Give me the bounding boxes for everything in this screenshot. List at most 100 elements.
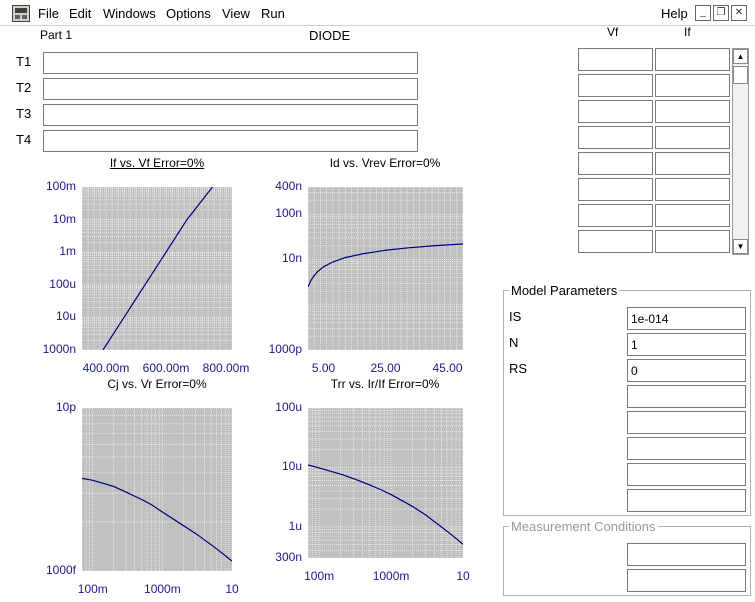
y-tick-label: 100m (45, 179, 76, 193)
param-value-input[interactable] (627, 411, 746, 434)
x-tick-label: 5.00 (311, 361, 336, 375)
t2-label: T2 (16, 80, 32, 95)
if-vs-vf-chart-title: If vs. Vf Error=0% (109, 156, 205, 170)
t3-input[interactable] (43, 104, 418, 126)
if-cell[interactable] (655, 126, 730, 149)
plot-background (82, 408, 232, 571)
x-tick-label: 1000m (144, 582, 181, 596)
if-column-header: If (684, 25, 691, 39)
app-icon[interactable] (12, 5, 30, 22)
menu-bar: File Edit Windows Options View Run Help … (0, 0, 755, 26)
x-tick-label: 100m (77, 582, 108, 596)
if-cell[interactable] (655, 178, 730, 201)
x-tick-label: 1000m (372, 569, 410, 583)
y-tick-label: 10m (52, 211, 76, 226)
measurement-condition-input-1[interactable] (627, 543, 746, 566)
plot-background (82, 187, 232, 350)
id-vs-vrev-chart-title: Id vs. Vrev Error=0% (329, 156, 441, 170)
cj-vs-vr-series-line (82, 477, 232, 562)
minimize-icon[interactable]: _ (695, 5, 711, 21)
param-value-input[interactable]: 1 (627, 333, 746, 356)
vf-cell[interactable] (578, 74, 653, 97)
menu-file[interactable]: File (38, 6, 59, 21)
if-cell[interactable] (655, 74, 730, 97)
menu-help[interactable]: Help (661, 6, 688, 21)
y-tick-label: 1u (288, 518, 302, 533)
param-value-input[interactable] (627, 463, 746, 486)
menu-options[interactable]: Options (166, 6, 211, 21)
scroll-thumb[interactable] (733, 66, 748, 84)
menu-view[interactable]: View (222, 6, 250, 21)
if-cell[interactable] (655, 152, 730, 175)
param-name: IS (509, 309, 522, 324)
t1-input[interactable] (43, 52, 418, 74)
vf-cell[interactable] (578, 204, 653, 227)
t1-label: T1 (16, 54, 32, 69)
trr-vs-irif-series-line (308, 464, 463, 545)
y-tick-label: 10n (281, 251, 302, 266)
y-tick-label: 10u (55, 309, 76, 324)
y-tick-label: 10p (55, 400, 76, 414)
plot-background (308, 408, 463, 558)
device-type-label: DIODE (309, 28, 351, 43)
y-tick-label: 10u (281, 459, 302, 474)
x-tick-label: 45.00 (432, 361, 463, 375)
measurement-conditions-title: Measurement Conditions (509, 519, 658, 534)
t4-input[interactable] (43, 130, 418, 152)
vf-cell[interactable] (578, 152, 653, 175)
plot-grid (82, 408, 232, 571)
scroll-down-icon[interactable]: ▼ (733, 239, 748, 254)
param-name: RS (509, 361, 528, 376)
param-value-input[interactable] (627, 385, 746, 408)
x-tick-label: 25.00 (370, 361, 401, 375)
cj-vs-vr-plot[interactable] (82, 408, 232, 571)
param-name: N (509, 335, 519, 350)
menu-run[interactable]: Run (261, 6, 285, 21)
if-cell[interactable] (655, 48, 730, 71)
scroll-up-icon[interactable]: ▲ (733, 49, 748, 64)
vf-cell[interactable] (578, 178, 653, 201)
restore-icon[interactable]: ❐ (713, 5, 729, 21)
measurement-condition-input-2[interactable] (627, 569, 746, 592)
vf-cell[interactable] (578, 48, 653, 71)
y-tick-label: 300n (275, 550, 302, 564)
y-tick-label: 1000p (268, 342, 302, 356)
vf-cell[interactable] (578, 230, 653, 253)
t4-label: T4 (16, 132, 32, 147)
menu-edit[interactable]: Edit (69, 6, 92, 21)
trr-vs-irif-plot[interactable] (308, 408, 463, 558)
x-tick-label: 10 (225, 582, 239, 596)
if-vs-vf-plot[interactable] (82, 187, 232, 350)
y-tick-label: 1000f (45, 563, 76, 577)
y-tick-label: 100u (275, 400, 302, 414)
menu-windows[interactable]: Windows (103, 6, 156, 21)
id-vs-vrev-plot[interactable] (308, 187, 463, 350)
param-value-input[interactable]: 0 (627, 359, 746, 382)
x-tick-label: 100m (304, 569, 335, 583)
y-tick-label: 100n (275, 206, 302, 221)
trr-vs-irif-chart-title: Trr vs. Ir/If Error=0% (330, 377, 440, 391)
close-icon[interactable]: ✕ (731, 5, 747, 21)
model-parameters-title: Model Parameters (509, 283, 620, 298)
if-cell[interactable] (655, 230, 730, 253)
param-value-input[interactable]: 1e-014 (627, 307, 746, 330)
param-value-input[interactable] (627, 489, 746, 512)
if-cell[interactable] (655, 204, 730, 227)
x-tick-label: 10 (456, 569, 470, 583)
plot-background (308, 187, 463, 350)
param-value-input[interactable] (627, 437, 746, 460)
id-vs-vrev-series-line (308, 243, 463, 287)
if-cell[interactable] (655, 100, 730, 123)
vf-cell[interactable] (578, 100, 653, 123)
model-parameters-group (503, 290, 751, 516)
grid-scrollbar[interactable]: ▲ ▼ (732, 48, 749, 255)
y-tick-label: 1m (59, 244, 76, 259)
y-tick-label: 400n (275, 179, 302, 193)
t2-input[interactable] (43, 78, 418, 100)
x-tick-label: 800.00m (202, 361, 250, 375)
vf-column-header: Vf (607, 25, 619, 39)
t3-label: T3 (16, 106, 32, 121)
cj-vs-vr-chart-title: Cj vs. Vr Error=0% (107, 377, 207, 391)
part-label: Part 1 (40, 28, 73, 42)
vf-cell[interactable] (578, 126, 653, 149)
